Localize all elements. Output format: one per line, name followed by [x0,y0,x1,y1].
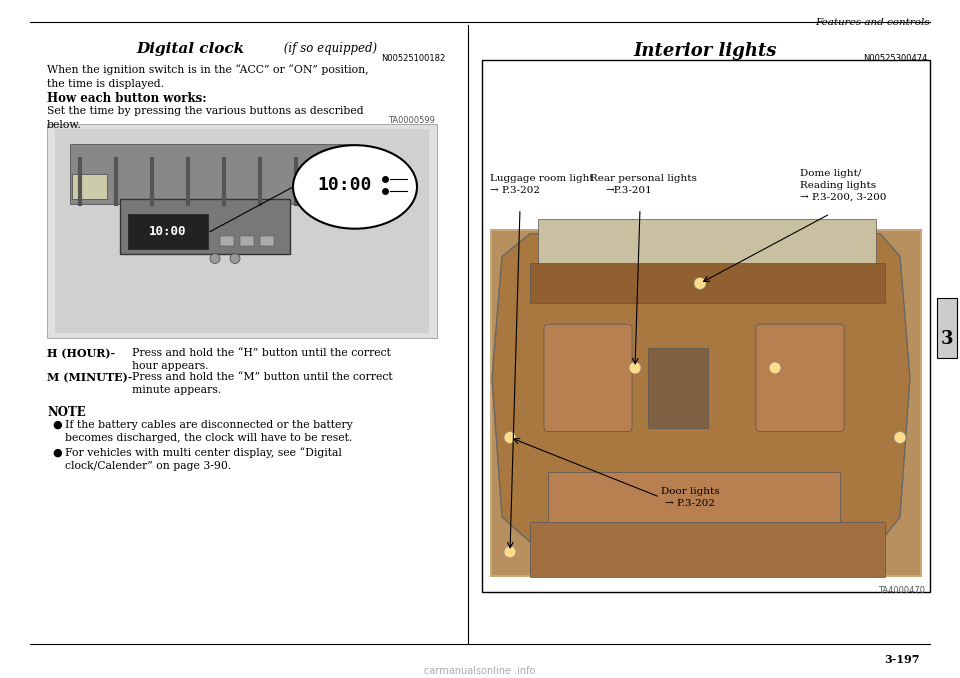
Text: Interior lights: Interior lights [634,42,777,60]
Text: ●: ● [52,447,61,458]
Text: Features and controls: Features and controls [815,18,930,27]
Bar [482,60,930,592]
Bar [120,199,290,254]
Text: N00525100182: N00525100182 [381,54,445,62]
Text: H (HOUR)-: H (HOUR)- [47,348,115,359]
Text: How each button works:: How each button works: [47,92,206,106]
Text: → P.3-200, 3-200: → P.3-200, 3-200 [800,193,886,202]
Text: M (MINUTE)-: M (MINUTE)- [47,372,132,383]
Text: carmanualsonline .info: carmanualsonline .info [424,666,536,676]
Text: Digital clock: Digital clock [136,42,244,56]
Text: Rear personal lights: Rear personal lights [590,174,697,183]
Bar [260,236,274,245]
Bar [490,228,922,577]
Text: Set the time by pressing the various buttons as described
below.: Set the time by pressing the various but… [47,106,364,129]
Circle shape [894,431,906,443]
Polygon shape [492,234,910,542]
Text: Press and hold the “H” button until the correct
hour appears.: Press and hold the “H” button until the … [132,348,391,372]
Bar [530,522,885,577]
Bar [55,129,429,333]
Text: N00525300474: N00525300474 [864,54,928,62]
Text: When the ignition switch is in the “ACC” or “ON” position,
the time is displayed: When the ignition switch is in the “ACC”… [47,64,369,89]
Circle shape [504,431,516,443]
Circle shape [694,277,706,290]
Text: Reading lights: Reading lights [800,181,876,190]
Circle shape [230,254,240,264]
Bar [47,124,437,338]
Text: Luggage room light: Luggage room light [490,174,593,183]
Text: (if so equipped): (if so equipped) [280,42,377,55]
Bar [937,298,957,358]
Text: Door lights: Door lights [660,487,719,496]
Text: 3: 3 [941,330,953,348]
Text: TA4000470: TA4000470 [878,586,925,595]
FancyBboxPatch shape [756,324,844,431]
Bar [548,473,840,527]
Text: → P.3-202: → P.3-202 [665,499,715,508]
Text: → P.3-202: → P.3-202 [490,186,540,195]
Bar [70,144,350,204]
Bar [492,231,920,575]
Text: Dome light/: Dome light/ [800,169,861,178]
Text: 3-197: 3-197 [884,654,920,665]
Bar [220,236,234,245]
Text: NOTE: NOTE [47,405,85,419]
Text: 10:00: 10:00 [318,176,372,194]
Bar [530,264,885,303]
Circle shape [629,362,641,374]
Text: 10:00: 10:00 [149,225,187,238]
Text: TA0000599: TA0000599 [388,117,435,125]
Text: Press and hold the “M” button until the correct
minute appears.: Press and hold the “M” button until the … [132,372,393,395]
Text: For vehicles with multi center display, see “Digital
clock/Calender” on page 3-9: For vehicles with multi center display, … [65,447,342,471]
Circle shape [769,362,781,374]
Bar [538,219,876,273]
Bar [648,348,708,428]
Bar [240,236,254,245]
Bar [128,214,208,249]
Bar [310,174,345,199]
Text: If the battery cables are disconnected or the battery
becomes discharged, the cl: If the battery cables are disconnected o… [65,420,352,443]
Circle shape [210,254,220,264]
Bar [72,174,107,199]
Text: ●: ● [52,420,61,430]
Ellipse shape [293,145,417,228]
Circle shape [504,546,516,558]
FancyBboxPatch shape [544,324,632,431]
Text: →P.3-201: →P.3-201 [605,186,652,195]
